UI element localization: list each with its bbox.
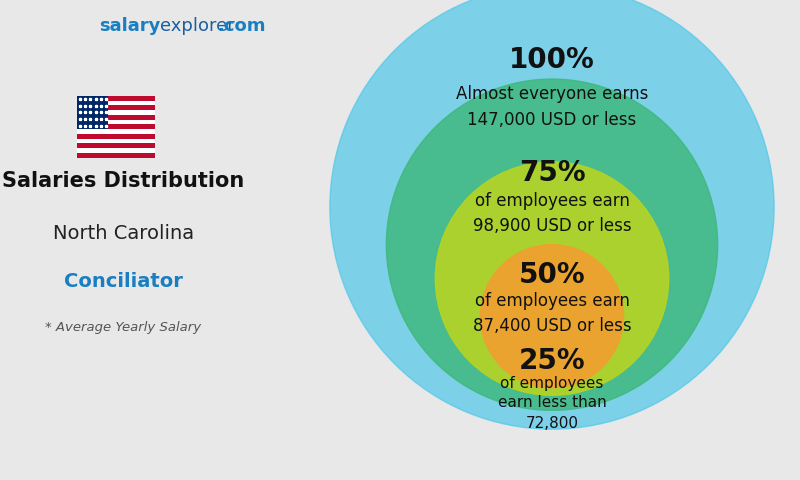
- Text: .com: .com: [218, 17, 266, 35]
- Text: of employees: of employees: [500, 376, 604, 392]
- Text: 100%: 100%: [509, 46, 595, 74]
- Text: 87,400 USD or less: 87,400 USD or less: [473, 317, 631, 335]
- Text: 75%: 75%: [518, 159, 586, 187]
- Text: North Carolina: North Carolina: [53, 224, 194, 243]
- Circle shape: [386, 79, 718, 410]
- FancyBboxPatch shape: [78, 124, 155, 129]
- Text: 72,800: 72,800: [526, 416, 578, 431]
- Circle shape: [481, 245, 623, 388]
- Text: of employees earn: of employees earn: [474, 192, 630, 210]
- FancyBboxPatch shape: [78, 120, 155, 124]
- FancyBboxPatch shape: [78, 115, 155, 120]
- Text: Conciliator: Conciliator: [64, 273, 182, 291]
- Text: earn less than: earn less than: [498, 396, 606, 410]
- Text: salary: salary: [98, 17, 160, 35]
- FancyBboxPatch shape: [78, 139, 155, 144]
- FancyBboxPatch shape: [78, 148, 155, 153]
- Text: of employees earn: of employees earn: [474, 292, 630, 310]
- Circle shape: [330, 0, 774, 429]
- FancyBboxPatch shape: [78, 110, 155, 115]
- FancyBboxPatch shape: [78, 101, 155, 105]
- FancyBboxPatch shape: [78, 105, 155, 110]
- Text: 147,000 USD or less: 147,000 USD or less: [467, 111, 637, 130]
- FancyBboxPatch shape: [78, 144, 155, 148]
- Text: Salaries Distribution: Salaries Distribution: [2, 171, 244, 191]
- Text: 25%: 25%: [518, 348, 586, 375]
- Text: explorer: explorer: [160, 17, 234, 35]
- Text: 50%: 50%: [518, 261, 586, 289]
- FancyBboxPatch shape: [78, 129, 155, 134]
- FancyBboxPatch shape: [78, 153, 155, 157]
- FancyBboxPatch shape: [78, 134, 155, 139]
- Text: * Average Yearly Salary: * Average Yearly Salary: [45, 321, 202, 334]
- Text: 98,900 USD or less: 98,900 USD or less: [473, 217, 631, 235]
- FancyBboxPatch shape: [78, 96, 155, 101]
- FancyBboxPatch shape: [78, 96, 109, 129]
- Circle shape: [435, 162, 669, 396]
- Text: Almost everyone earns: Almost everyone earns: [456, 85, 648, 103]
